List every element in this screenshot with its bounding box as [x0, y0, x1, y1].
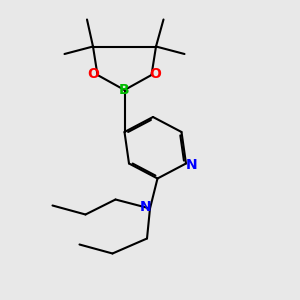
Text: N: N — [186, 158, 197, 172]
Text: B: B — [119, 83, 130, 97]
Text: N: N — [140, 200, 151, 214]
Text: O: O — [88, 68, 100, 81]
Text: O: O — [149, 68, 161, 81]
